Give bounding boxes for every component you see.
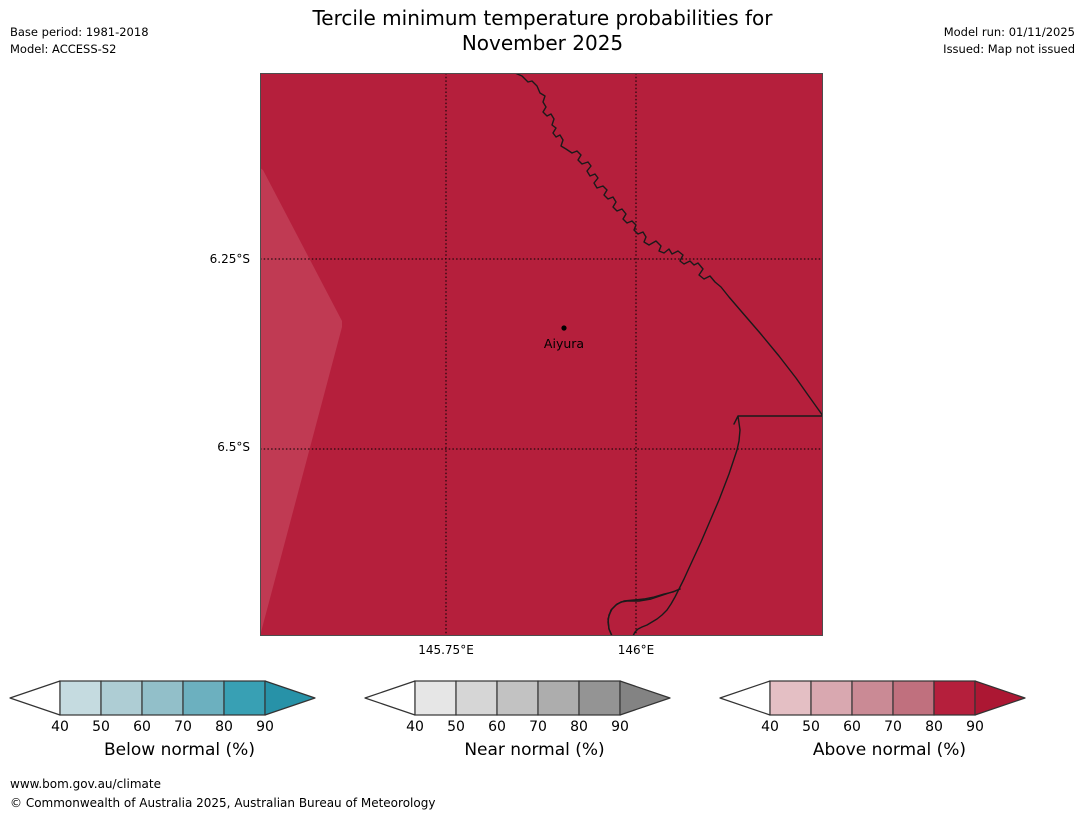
- colorbar-above-tick-5: 90: [966, 719, 984, 735]
- colorbar-near-tick-4: 80: [570, 719, 588, 735]
- model-run-text: Model run: 01/11/2025: [943, 25, 1075, 39]
- page-title: Tercile minimum temperature probabilitie…: [0, 6, 1085, 56]
- swatch-above-50-60[interactable]: [810, 680, 853, 716]
- swatch-below-50-60[interactable]: [100, 680, 143, 716]
- swatch-below-70-80[interactable]: [182, 680, 225, 716]
- swatch-near-70-80[interactable]: [537, 680, 580, 716]
- map-canvas[interactable]: [260, 73, 823, 636]
- colorbar-below-normal-ticks: 40 50 60 70 80 90: [2, 719, 357, 737]
- model-text: Model: ACCESS-S2: [10, 42, 117, 56]
- coastline-inlet: [607, 588, 681, 636]
- colorbar-above-tick-1: 50: [802, 719, 820, 735]
- colorbar-near-tick-5: 90: [611, 719, 629, 735]
- colorbar-near-tick-3: 70: [529, 719, 547, 735]
- city-label-aiyura: Aiyura: [543, 336, 585, 351]
- y-axis-tick-6.5S: 6.5°S: [217, 440, 250, 454]
- swatch-above-80-90[interactable]: [933, 680, 976, 716]
- map-panel[interactable]: Aiyura: [260, 73, 823, 636]
- swatch-above-60-70[interactable]: [851, 680, 894, 716]
- colorbar-below-tick-3: 70: [174, 719, 192, 735]
- colorbar-near-tick-1: 50: [447, 719, 465, 735]
- swatch-above-70-80[interactable]: [892, 680, 935, 716]
- swatch-near-over[interactable]: [619, 680, 671, 716]
- header-right-metadata: Model run: 01/11/2025 Issued: Map not is…: [943, 24, 1075, 58]
- x-axis-tick-145.75E: 145.75°E: [418, 643, 474, 657]
- colorbar-below-tick-5: 90: [256, 719, 274, 735]
- colorbar-above-normal-label: Above normal (%): [812, 740, 967, 760]
- colorbar-near-tick-0: 40: [406, 719, 424, 735]
- colorbar-near-normal[interactable]: 40 50 60 70 80 90 Near normal (%): [357, 676, 712, 768]
- colorbar-above-normal-swatches[interactable]: [712, 676, 1067, 718]
- header-left-metadata: Base period: 1981-2018 Model: ACCESS-S2: [10, 24, 149, 58]
- swatch-below-80-90[interactable]: [223, 680, 266, 716]
- boundary-line: [514, 73, 823, 636]
- swatch-below-over[interactable]: [264, 680, 316, 716]
- swatch-above-over[interactable]: [974, 680, 1026, 716]
- x-axis-tick-146E: 146°E: [617, 643, 655, 657]
- colorbar-below-tick-0: 40: [51, 719, 69, 735]
- colorbar-below-tick-4: 80: [215, 719, 233, 735]
- colorbar-above-normal[interactable]: 40 50 60 70 80 90 Above normal (%): [712, 676, 1067, 768]
- colorbar-near-normal-swatches[interactable]: [357, 676, 712, 718]
- map-border: [260, 73, 823, 636]
- colorbar-above-tick-0: 40: [761, 719, 779, 735]
- swatch-above-under[interactable]: [719, 680, 771, 716]
- swatch-below-under[interactable]: [9, 680, 61, 716]
- colorbar-near-normal-ticks: 40 50 60 70 80 90: [357, 719, 712, 737]
- swatch-near-80-90[interactable]: [578, 680, 621, 716]
- colorbar-above-tick-2: 60: [843, 719, 861, 735]
- page-title-line-1: Tercile minimum temperature probabilitie…: [312, 6, 773, 30]
- colorbar-near-tick-2: 60: [488, 719, 506, 735]
- swatch-below-40-50[interactable]: [59, 680, 102, 716]
- colorbar-above-normal-ticks: 40 50 60 70 80 90: [712, 719, 1067, 737]
- colorbar-near-normal-label: Near normal (%): [464, 740, 605, 760]
- colorbar-below-tick-2: 60: [133, 719, 151, 735]
- base-period-text: Base period: 1981-2018: [10, 25, 149, 39]
- swatch-above-40-50[interactable]: [769, 680, 812, 716]
- colorbar-below-normal[interactable]: 40 50 60 70 80 90 Below normal (%): [2, 676, 357, 768]
- issued-text: Issued: Map not issued: [943, 42, 1075, 56]
- swatch-near-under[interactable]: [364, 680, 416, 716]
- swatch-near-40-50[interactable]: [414, 680, 457, 716]
- footer: www.bom.gov.au/climate © Commonwealth of…: [10, 775, 435, 813]
- colorbar-below-tick-1: 50: [92, 719, 110, 735]
- colorbar-below-normal-swatches[interactable]: [2, 676, 357, 718]
- map-fill-primary: [260, 73, 823, 636]
- city-marker-aiyura[interactable]: [561, 325, 567, 331]
- footer-copyright: © Commonwealth of Australia 2025, Austra…: [10, 796, 436, 810]
- footer-url[interactable]: www.bom.gov.au/climate: [10, 777, 161, 791]
- map-fill-secondary-wedge-lower: [260, 323, 342, 636]
- colorbar-above-tick-4: 80: [925, 719, 943, 735]
- swatch-near-50-60[interactable]: [455, 680, 498, 716]
- colorbar-below-normal-label: Below normal (%): [104, 740, 255, 760]
- swatch-below-60-70[interactable]: [141, 680, 184, 716]
- colorbar-above-tick-3: 70: [884, 719, 902, 735]
- y-axis-tick-6.25S: 6.25°S: [209, 252, 250, 266]
- page-title-line-2: November 2025: [461, 31, 624, 55]
- swatch-near-60-70[interactable]: [496, 680, 539, 716]
